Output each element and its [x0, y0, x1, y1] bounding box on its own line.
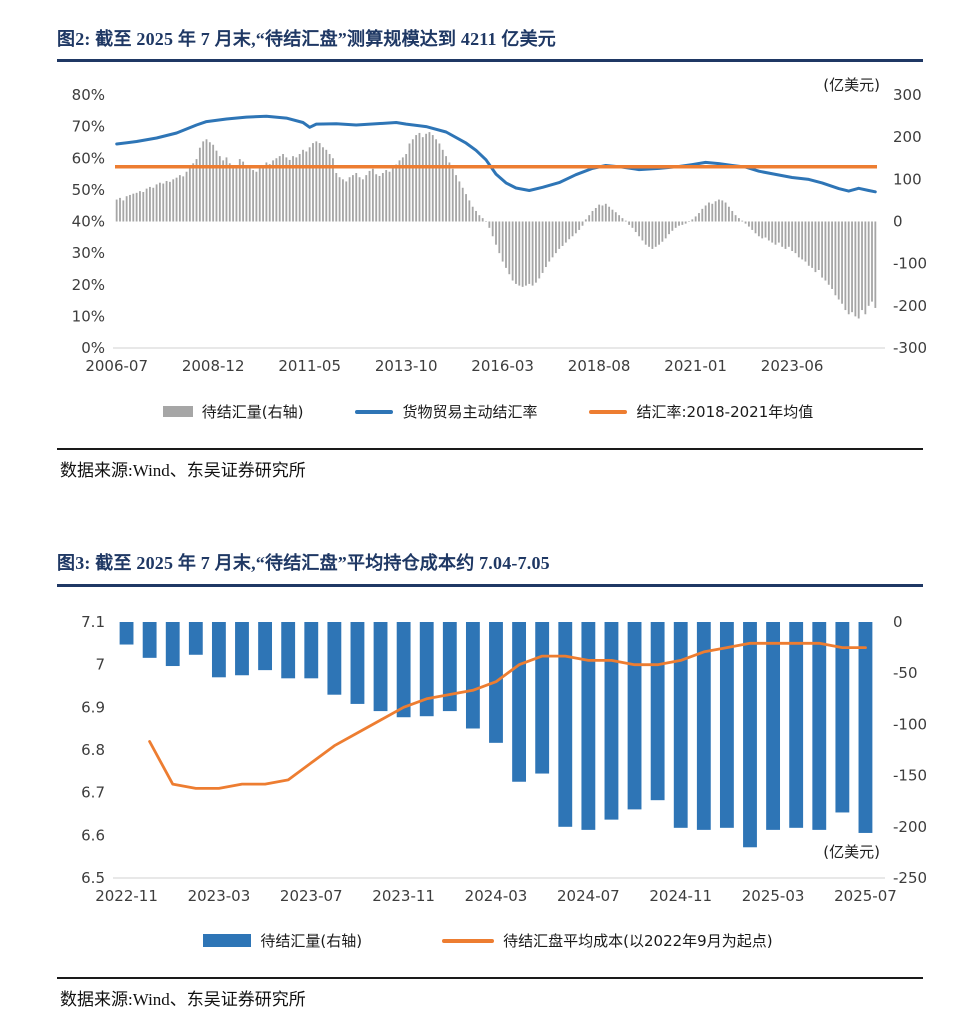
svg-text:60%: 60% [72, 149, 105, 167]
svg-text:2008-12: 2008-12 [182, 357, 245, 375]
svg-text:2021-01: 2021-01 [664, 357, 727, 375]
figure3-legend-label-line: 待结汇盘平均成本(以2022年9月为起点) [503, 932, 773, 950]
svg-text:0: 0 [893, 613, 903, 631]
figure3-source-rule [57, 977, 923, 979]
svg-text:-50: -50 [893, 664, 918, 682]
figure2-legend-label-bars: 待结汇量(右轴) [201, 403, 304, 421]
svg-text:6.9: 6.9 [81, 698, 105, 716]
figure3-legend-item-line: 待结汇盘平均成本(以2022年9月为起点) [442, 930, 773, 951]
svg-text:30%: 30% [72, 244, 105, 262]
svg-text:2011-05: 2011-05 [278, 357, 341, 375]
figure3-legend-label-bars: 待结汇量(右轴) [260, 932, 363, 950]
svg-text:-100: -100 [893, 715, 927, 733]
svg-text:40%: 40% [72, 213, 105, 231]
svg-text:2016-03: 2016-03 [471, 357, 534, 375]
svg-text:2025-03: 2025-03 [742, 887, 805, 905]
orange-line-swatch [589, 409, 628, 414]
svg-text:(亿美元): (亿美元) [823, 76, 880, 94]
figure3-chart: 7.176.96.86.76.66.50-50-100-150-200-2502… [81, 613, 927, 905]
svg-text:200: 200 [893, 128, 922, 146]
figure2-legend-item-bars: 待结汇量(右轴) [162, 401, 304, 422]
svg-text:2023-11: 2023-11 [372, 887, 435, 905]
svg-text:2018-08: 2018-08 [568, 357, 631, 375]
orange-line-swatch [442, 938, 495, 943]
blue-bar-swatch [203, 934, 252, 947]
figure2-chart: 80% 70% 60% 50% 40% 30% 20% 10% 0% 300 200 100 0 -100… [72, 76, 927, 375]
figure2-legend-item-line: 货物贸易主动结汇率 [355, 401, 537, 422]
svg-text:100: 100 [893, 170, 922, 188]
svg-text:7: 7 [95, 656, 105, 674]
svg-text:2024-07: 2024-07 [557, 887, 620, 905]
svg-text:-250: -250 [893, 869, 927, 887]
svg-text:2013-10: 2013-10 [375, 357, 438, 375]
svg-text:2023-06: 2023-06 [761, 357, 824, 375]
figure2-source-rule [57, 448, 923, 450]
svg-text:10%: 10% [72, 307, 105, 325]
svg-text:-200: -200 [893, 297, 927, 315]
svg-text:-150: -150 [893, 767, 927, 785]
svg-text:2022-11: 2022-11 [95, 887, 158, 905]
svg-text:6.7: 6.7 [81, 784, 105, 802]
svg-text:2025-07: 2025-07 [834, 887, 897, 905]
figure3-legend-item-bars: 待结汇量(右轴) [203, 930, 362, 951]
figure2-legend-label-line: 货物贸易主动结汇率 [402, 403, 538, 421]
figure2-source: 数据来源:Wind、东吴证券研究所 [60, 461, 306, 480]
svg-text:2024-03: 2024-03 [465, 887, 528, 905]
svg-text:6.8: 6.8 [81, 741, 105, 759]
svg-text:7.1: 7.1 [81, 613, 105, 631]
figure3-title: 图3: 截至 2025 年 7 月末,“待结汇盘”平均持仓成本约 7.04-7.… [57, 553, 550, 573]
figure2-title-rule [57, 59, 923, 62]
svg-text:6.5: 6.5 [81, 869, 105, 887]
svg-text:300: 300 [893, 86, 922, 104]
figure3-legend: 待结汇量(右轴) 待结汇盘平均成本(以2022年9月为起点) [0, 930, 976, 951]
svg-text:2023-07: 2023-07 [280, 887, 343, 905]
svg-text:-200: -200 [893, 818, 927, 836]
svg-text:2006-07: 2006-07 [85, 357, 148, 375]
svg-text:70%: 70% [72, 118, 105, 136]
gray-bar-swatch [162, 406, 193, 417]
blue-line-swatch [355, 409, 394, 414]
svg-text:0: 0 [893, 213, 903, 231]
figure2-legend: 待结汇量(右轴) 货物贸易主动结汇率 结汇率:2018-2021年均值 [0, 401, 976, 422]
svg-text:80%: 80% [72, 86, 105, 104]
svg-text:2024-11: 2024-11 [649, 887, 712, 905]
svg-text:50%: 50% [72, 181, 105, 199]
figure2-legend-label-refline: 结汇率:2018-2021年均值 [636, 403, 814, 421]
svg-text:(亿美元): (亿美元) [823, 843, 880, 861]
svg-text:-100: -100 [893, 255, 927, 273]
svg-text:-300: -300 [893, 339, 927, 357]
figure2-legend-item-refline: 结汇率:2018-2021年均值 [589, 401, 813, 422]
figure3-source: 数据来源:Wind、东吴证券研究所 [60, 990, 306, 1009]
figure3-title-rule [57, 584, 923, 587]
svg-text:6.6: 6.6 [81, 826, 105, 844]
svg-text:0%: 0% [81, 339, 105, 357]
figure2-title: 图2: 截至 2025 年 7 月末,“待结汇盘”测算规模达到 4211 亿美元 [57, 29, 556, 49]
svg-text:20%: 20% [72, 276, 105, 294]
svg-text:2023-03: 2023-03 [188, 887, 251, 905]
